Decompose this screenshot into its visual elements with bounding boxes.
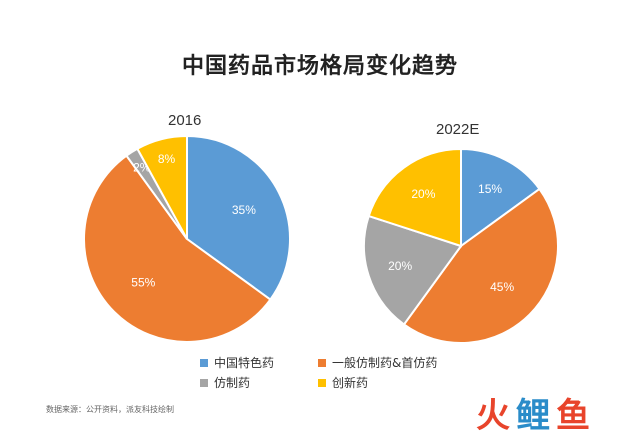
legend-label: 仿制药 <box>214 376 251 390</box>
slice-value-label: 55% <box>131 276 155 290</box>
pie-2016: 35%55%2%8% <box>83 134 291 343</box>
pie-slice <box>83 154 272 343</box>
pie-slice <box>402 187 559 344</box>
watermark-logo: 火鲤鱼 <box>476 388 596 437</box>
legend-item-innovative: 创新药 <box>318 374 368 391</box>
pie-slice <box>136 134 188 240</box>
legend-swatch-orange <box>318 358 326 367</box>
slice-value-label: 20% <box>411 187 435 201</box>
slice-value-label: 35% <box>232 203 256 217</box>
pie-slice <box>367 147 462 248</box>
legend-swatch-blue <box>200 358 208 367</box>
watermark-char: 鱼 <box>556 396 596 436</box>
pie-2022e: 15% 45% 20% 20% <box>363 147 559 344</box>
watermark-char: 火 <box>476 396 516 436</box>
slice-value-label: 15% <box>478 182 502 196</box>
pie-slice <box>363 214 463 326</box>
slice-value-label: 8% <box>158 152 176 166</box>
legend-swatch-gray <box>200 378 208 387</box>
slice-value-label: 20% <box>388 259 412 273</box>
legend: 中国特色药 一般仿制药&首仿药 仿制药 创新药 <box>200 354 500 398</box>
pie-2016-title: 2016 <box>168 112 202 129</box>
source-note: 数据来源：公开资料，派友科技绘制 <box>46 405 174 414</box>
watermark-char: 鲤 <box>516 396 556 436</box>
slice-value-label: 45% <box>490 280 514 294</box>
legend-label: 创新药 <box>332 376 369 390</box>
legend-item-chinese-specialty: 中国特色药 <box>200 354 274 371</box>
pie-2022e-title: 2022E <box>436 121 480 138</box>
legend-label: 中国特色药 <box>214 356 275 370</box>
chart-title: 中国药品市场格局变化趋势 <box>181 54 458 79</box>
pie-slice <box>186 134 291 301</box>
pie-slice <box>460 147 541 248</box>
legend-item-generic-first: 一般仿制药&首仿药 <box>318 354 437 371</box>
legend-item-generic: 仿制药 <box>200 374 250 391</box>
legend-swatch-yellow <box>318 378 326 387</box>
legend-label: 一般仿制药&首仿药 <box>332 356 438 370</box>
